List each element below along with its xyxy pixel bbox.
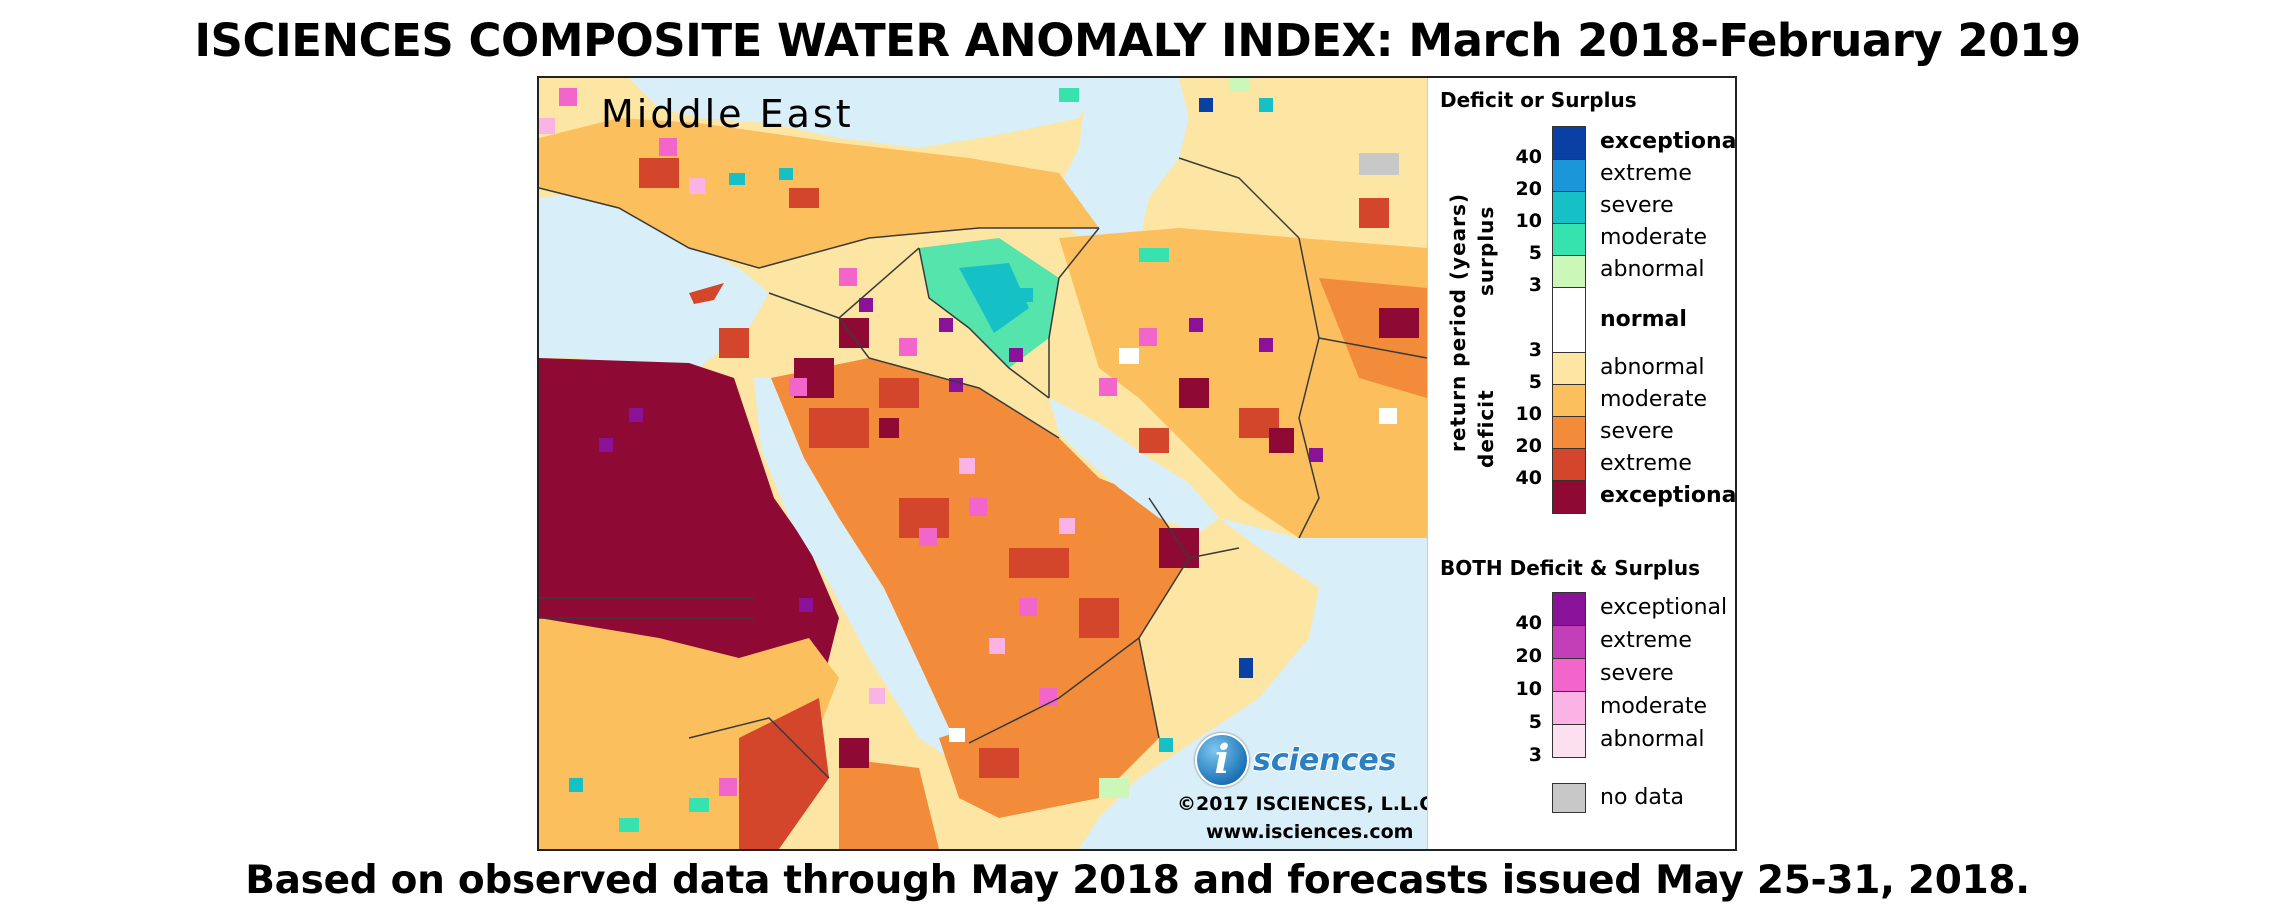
swatch-both-abnormal bbox=[1552, 724, 1586, 758]
tick-both-5: 5 bbox=[1528, 711, 1542, 733]
region-label: Middle East bbox=[601, 92, 854, 136]
anomaly-map[interactable]: Middle East i sciences ©2017 ISCIENCES, … bbox=[539, 78, 1427, 849]
legend-label-surplus-extreme: extreme bbox=[1600, 161, 1692, 186]
swatch-surplus-exceptional bbox=[1552, 126, 1586, 160]
legend-label-both-abnormal: abnormal bbox=[1600, 727, 1705, 752]
legend-label-surplus-exceptional: exceptional bbox=[1600, 129, 1737, 154]
legend-label-deficit-extreme: extreme bbox=[1600, 451, 1692, 476]
tick-both-3: 3 bbox=[1528, 744, 1542, 766]
legend-label-both-moderate: moderate bbox=[1600, 694, 1708, 719]
black-sea-water bbox=[629, 78, 1099, 148]
legend-label-both-extreme: extreme bbox=[1600, 628, 1692, 653]
page-title: ISCIENCES COMPOSITE WATER ANOMALY INDEX:… bbox=[194, 14, 2081, 67]
page-caption: Based on observed data through May 2018 … bbox=[245, 858, 2030, 903]
tick-deficit-3: 3 bbox=[1528, 339, 1542, 361]
swatch-both-moderate bbox=[1552, 691, 1586, 725]
swatch-deficit-moderate bbox=[1552, 384, 1586, 417]
legend-heading-deficit-surplus: Deficit or Surplus bbox=[1440, 88, 1637, 112]
tick-deficit-40: 40 bbox=[1515, 467, 1542, 489]
swatch-both-exceptional bbox=[1552, 592, 1586, 626]
legend-surplus-label: surplus bbox=[1474, 205, 1498, 296]
map-frame: Middle East i sciences ©2017 ISCIENCES, … bbox=[537, 76, 1737, 851]
legend-label-surplus-abnormal: abnormal bbox=[1600, 257, 1705, 282]
legend-label-deficit-abnormal: abnormal bbox=[1600, 355, 1705, 380]
legend-label-no-data: no data bbox=[1600, 785, 1684, 810]
legend-label-deficit-exceptional: exceptional bbox=[1600, 483, 1737, 508]
arabian-sea-water bbox=[1079, 518, 1427, 849]
tick-deficit-5: 5 bbox=[1528, 371, 1542, 393]
tick-deficit-20: 20 bbox=[1515, 435, 1542, 457]
red-sea-water bbox=[754, 378, 959, 758]
isciences-logo: i sciences bbox=[1195, 733, 1397, 787]
swatch-surplus-moderate bbox=[1552, 223, 1586, 256]
copyright-text: ©2017 ISCIENCES, L.L.C. bbox=[1177, 793, 1427, 815]
map-graphic bbox=[539, 78, 1427, 849]
tick-deficit-10: 10 bbox=[1515, 403, 1542, 425]
legend-label-surplus-moderate: moderate bbox=[1600, 225, 1708, 250]
legend-label-both-exceptional: exceptional bbox=[1600, 595, 1728, 620]
tick-surplus-3: 3 bbox=[1528, 274, 1542, 296]
swatch-no-data bbox=[1552, 783, 1586, 813]
logo-icon: i bbox=[1195, 733, 1249, 787]
swatch-deficit-severe bbox=[1552, 416, 1586, 449]
swatch-both-severe bbox=[1552, 658, 1586, 692]
swatch-deficit-abnormal bbox=[1552, 352, 1586, 385]
website-link[interactable]: www.isciences.com bbox=[1206, 821, 1414, 843]
tick-both-40: 40 bbox=[1515, 612, 1542, 634]
caspian-sea-water bbox=[1059, 78, 1189, 253]
swatch-surplus-extreme bbox=[1552, 159, 1586, 192]
mediterranean-water bbox=[539, 193, 769, 368]
tick-surplus-20: 20 bbox=[1515, 178, 1542, 200]
tick-surplus-5: 5 bbox=[1528, 242, 1542, 264]
legend-panel: Deficit or Surplus return period (years)… bbox=[1427, 78, 1737, 849]
tick-surplus-10: 10 bbox=[1515, 210, 1542, 232]
tick-both-10: 10 bbox=[1515, 678, 1542, 700]
swatch-surplus-abnormal bbox=[1552, 255, 1586, 288]
legend-label-deficit-severe: severe bbox=[1600, 419, 1674, 444]
tick-surplus-40: 40 bbox=[1515, 146, 1542, 168]
legend-heading-both: BOTH Deficit & Surplus bbox=[1440, 556, 1701, 580]
logo-text: sciences bbox=[1253, 742, 1397, 778]
swatch-deficit-extreme bbox=[1552, 448, 1586, 481]
legend-label-surplus-severe: severe bbox=[1600, 193, 1674, 218]
persian-gulf-water bbox=[1049, 398, 1219, 533]
legend-label-both-severe: severe bbox=[1600, 661, 1674, 686]
swatch-normal bbox=[1552, 287, 1586, 353]
swatch-both-extreme bbox=[1552, 625, 1586, 659]
tick-both-20: 20 bbox=[1515, 645, 1542, 667]
legend-label-normal: normal bbox=[1600, 307, 1687, 332]
legend-axis-label: return period (years) bbox=[1446, 192, 1470, 452]
swatch-surplus-severe bbox=[1552, 191, 1586, 224]
swatch-deficit-exceptional bbox=[1552, 480, 1586, 514]
legend-label-deficit-moderate: moderate bbox=[1600, 387, 1708, 412]
legend-deficit-label: deficit bbox=[1474, 389, 1498, 468]
